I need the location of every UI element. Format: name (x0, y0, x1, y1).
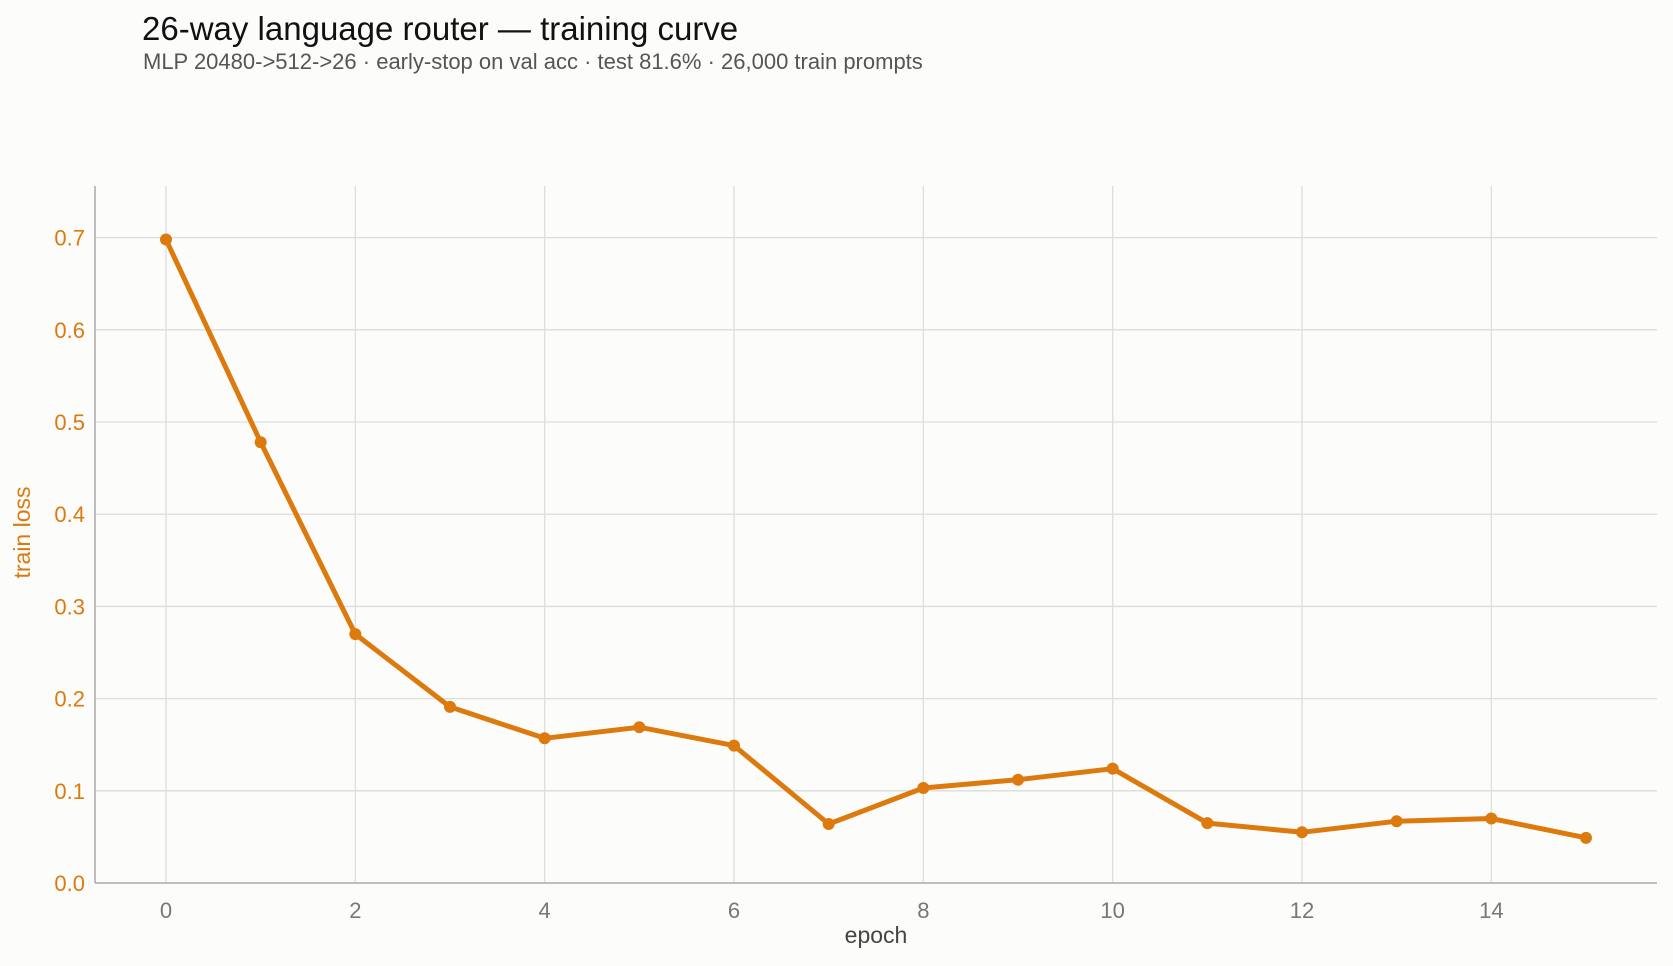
data-point (633, 721, 646, 734)
data-point (1201, 817, 1214, 830)
x-tick-label: 0 (160, 898, 172, 923)
x-tick-label: 4 (539, 898, 551, 923)
data-point (728, 739, 740, 752)
data-point (349, 628, 362, 641)
data-point (160, 233, 172, 246)
y-tick-label: 0.0 (54, 871, 85, 896)
chart-title: 26-way language router — training curve (142, 10, 739, 47)
y-tick-label: 0.2 (54, 687, 85, 712)
tick-labels: 0 2 4 6 8 10 12 14 0.0 0.1 0.2 0.3 0.4 0.5 0.6 0.7 (54, 226, 1503, 923)
data-point (444, 700, 456, 713)
series-layer (160, 233, 1592, 844)
y-tick-label: 0.7 (54, 226, 85, 251)
data-point (1106, 762, 1119, 775)
data-point (1012, 773, 1024, 786)
x-tick-label: 8 (917, 898, 929, 923)
series-line (163, 237, 1589, 841)
y-tick-label: 0.6 (54, 318, 85, 343)
data-point (822, 817, 835, 830)
axes (94, 186, 1657, 884)
y-axis-label: train loss (9, 486, 35, 578)
grid-lines (95, 186, 1657, 883)
data-point (1296, 826, 1308, 839)
data-point (1390, 815, 1403, 828)
x-tick-label: 6 (728, 898, 740, 923)
data-point (1485, 812, 1498, 825)
data-point (917, 782, 930, 795)
y-tick-label: 0.3 (54, 594, 85, 619)
x-tick-label: 2 (349, 898, 361, 923)
data-point (1580, 831, 1592, 844)
data-point (538, 732, 551, 745)
y-tick-label: 0.5 (54, 410, 85, 435)
x-axis-label: epoch (845, 922, 908, 948)
x-tick-label: 12 (1290, 898, 1314, 923)
x-tick-label: 10 (1100, 898, 1124, 923)
data-point (254, 436, 267, 449)
chart-subtitle: MLP 20480->512->26 · early-stop on val a… (143, 49, 923, 74)
x-tick-label: 14 (1479, 898, 1503, 923)
y-tick-label: 0.4 (54, 502, 85, 527)
y-tick-label: 0.1 (54, 779, 85, 804)
